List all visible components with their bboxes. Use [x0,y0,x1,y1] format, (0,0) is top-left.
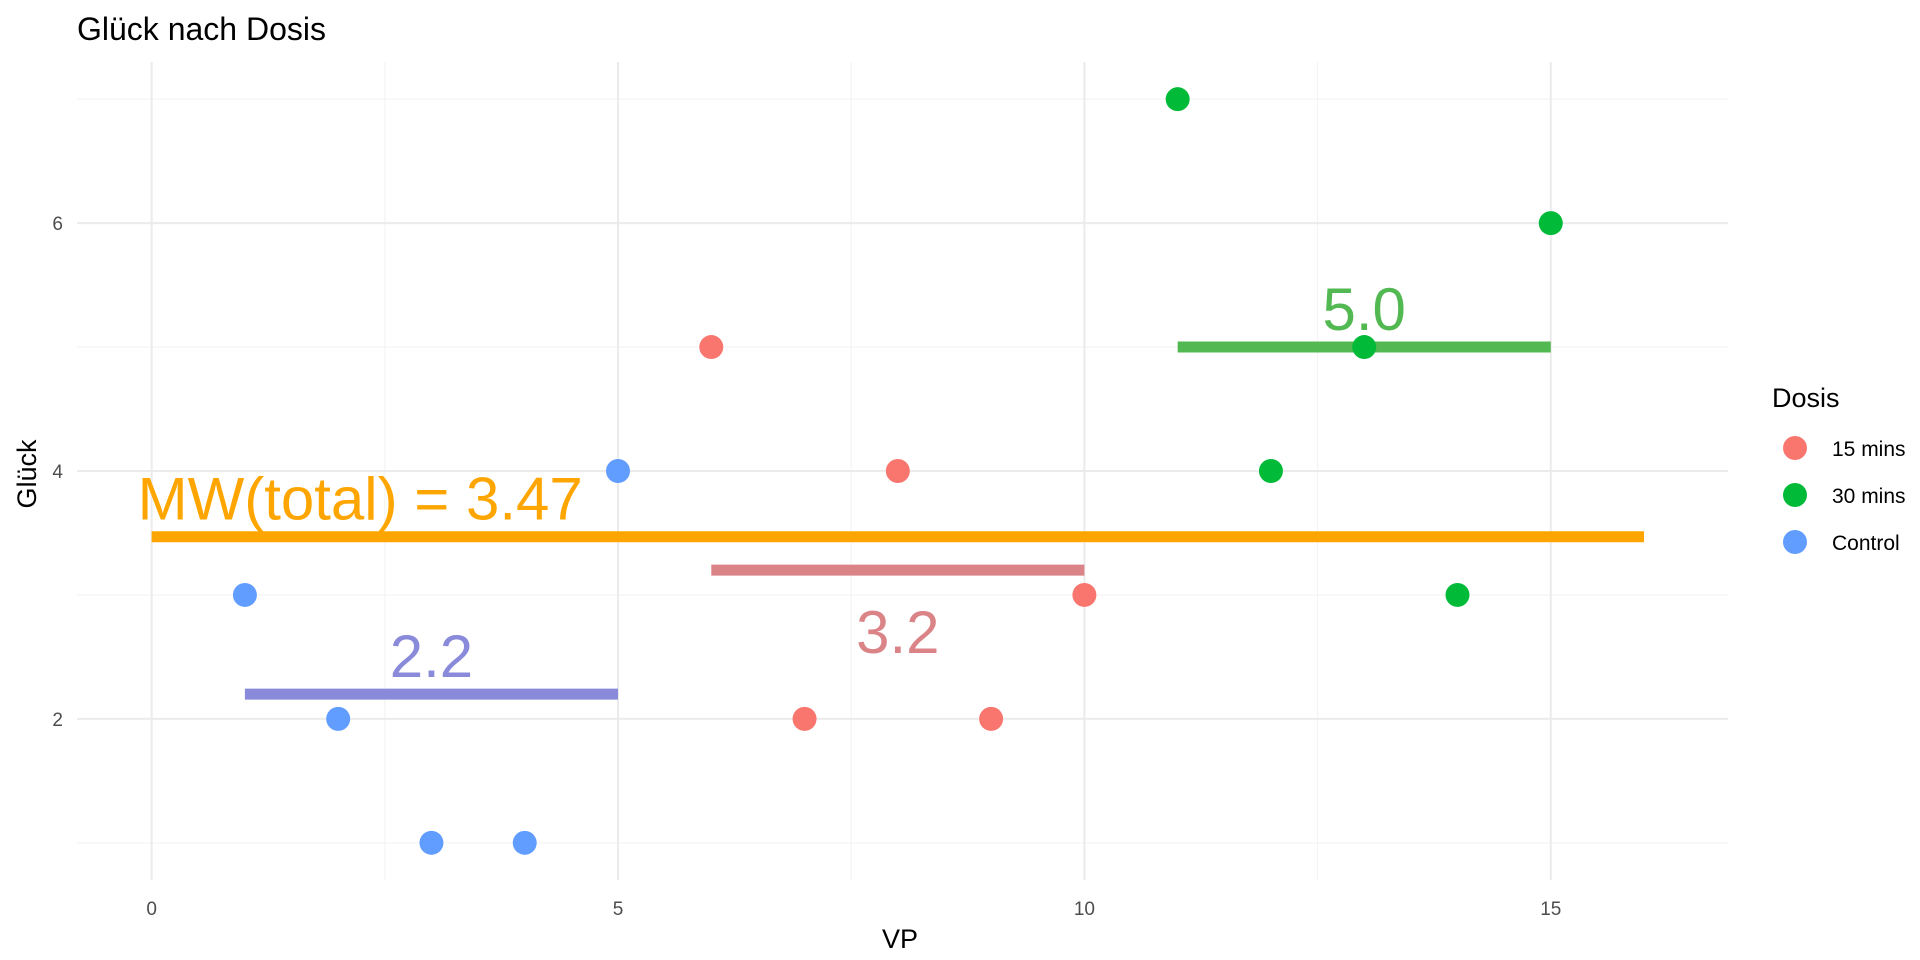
annotation-label: 2.2 [390,623,473,690]
x-tick-label: 10 [1074,899,1095,920]
data-point [232,582,257,607]
x-tick-label: 0 [146,899,157,920]
legend: Dosis 15 mins 30 mins Control [1772,383,1906,555]
legend-label: Control [1832,532,1900,555]
data-point [1258,459,1283,483]
data-point [699,335,724,360]
annotation-label: 3.2 [856,599,939,666]
data-point [1072,582,1097,607]
data-point [606,459,631,483]
legend-title: Dosis [1772,383,1840,413]
data-point [1538,211,1563,236]
data-point [1445,582,1470,607]
data-point [979,706,1004,731]
data-point [419,830,444,855]
y-axis-ticks: 2 4 6 [52,214,63,731]
data-point [1352,335,1377,360]
data-point [326,706,351,731]
annotations: MW(total) = 3.47 3.2 5.0 2.2 [138,276,1406,690]
legend-label: 15 mins [1832,438,1906,461]
x-tick-label: 5 [613,899,624,920]
chart-title: Glück nach Dosis [77,11,326,47]
data-points [232,87,1563,855]
legend-label: 30 mins [1832,485,1906,508]
x-axis-ticks: 0 5 10 15 [146,899,1561,920]
data-point [512,830,537,855]
legend-key [1783,436,1807,460]
legend-items: 15 mins 30 mins Control [1783,436,1906,555]
annotation-label: MW(total) = 3.47 [138,466,583,533]
data-point [885,459,910,483]
x-axis-title: VP [882,924,918,954]
y-axis-title: Glück [12,439,42,509]
annotation-label: 5.0 [1323,276,1406,343]
legend-key [1783,483,1807,507]
y-tick-label: 6 [52,214,63,235]
y-tick-label: 2 [52,710,63,731]
legend-key [1783,530,1807,554]
x-tick-label: 15 [1540,899,1561,920]
y-tick-label: 4 [52,462,63,483]
data-point [792,706,817,731]
data-point [1165,87,1190,112]
